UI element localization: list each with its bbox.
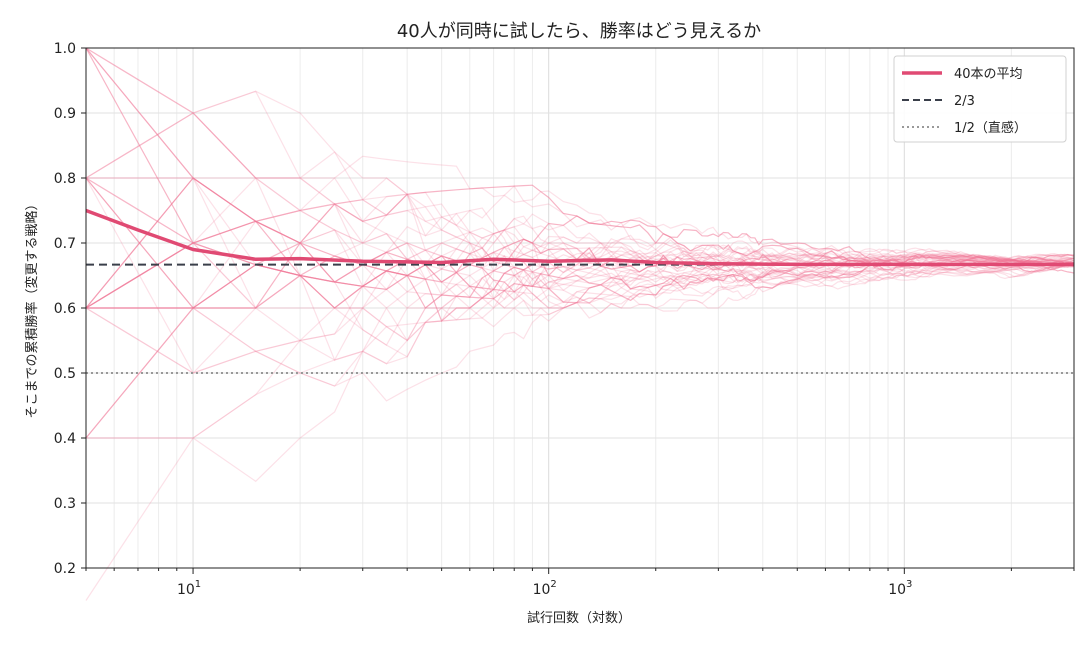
y-tick-label: 0.7 bbox=[54, 236, 76, 252]
axis-ticks: 0.2 0.3 0.4 0.5 0.6 0.7 0.8 0.9 1.0 101 102 103 bbox=[54, 41, 1075, 598]
trial-lines bbox=[85, 47, 1075, 601]
y-axis-label: そこまでの累積勝率（変更する戦略） bbox=[24, 197, 40, 418]
trial-line bbox=[85, 234, 1075, 601]
trial-line bbox=[85, 177, 1075, 317]
y-tick-label: 0.6 bbox=[54, 301, 76, 317]
trial-line bbox=[85, 47, 1075, 342]
trial-line bbox=[85, 47, 1075, 279]
x-tick-label: 102 bbox=[533, 579, 557, 598]
trial-line bbox=[85, 177, 1075, 309]
trial-line bbox=[85, 177, 1075, 297]
trial-line bbox=[86, 177, 1075, 277]
trial-line bbox=[85, 252, 1075, 439]
mean-line bbox=[85, 208, 1074, 267]
trial-line bbox=[85, 193, 1075, 439]
trial-line bbox=[85, 112, 1075, 291]
chart-title: 40人が同時に試したら、勝率はどう見えるか bbox=[397, 21, 761, 42]
mean-line-layer bbox=[85, 208, 1074, 267]
trial-line bbox=[85, 242, 1075, 328]
x-tick-label: 101 bbox=[177, 579, 201, 598]
trial-line bbox=[86, 250, 1075, 483]
trial-line bbox=[85, 249, 1075, 439]
trial-line bbox=[85, 253, 1075, 374]
legend-label-two-thirds: 2/3 bbox=[954, 94, 975, 109]
trial-line bbox=[85, 232, 1075, 309]
x-tick-label: 103 bbox=[888, 579, 912, 598]
legend-label-mean: 40本の平均 bbox=[954, 67, 1023, 82]
trial-line bbox=[85, 177, 1075, 309]
trial-line bbox=[85, 112, 1075, 274]
trial-line bbox=[85, 47, 1075, 268]
trial-line bbox=[85, 177, 1075, 374]
legend: 40本の平均 2/3 1/2（直感） bbox=[893, 55, 1067, 143]
trial-line bbox=[85, 177, 1075, 309]
trial-line bbox=[85, 177, 1074, 293]
trial-line bbox=[85, 47, 1075, 289]
y-tick-label: 1.0 bbox=[54, 41, 76, 57]
trial-line bbox=[85, 264, 1075, 439]
trial-line bbox=[85, 177, 1075, 301]
y-tick-label: 0.3 bbox=[54, 496, 76, 512]
y-tick-label: 0.9 bbox=[54, 106, 76, 122]
trial-line bbox=[86, 177, 1075, 300]
trial-line bbox=[85, 47, 1075, 286]
y-tick-label: 0.4 bbox=[54, 431, 76, 447]
trial-line bbox=[85, 90, 1075, 297]
grid bbox=[85, 47, 1075, 569]
trial-line bbox=[85, 242, 1075, 362]
y-tick-label: 0.5 bbox=[54, 366, 76, 382]
legend-box bbox=[893, 55, 1067, 143]
trial-line bbox=[85, 220, 1075, 309]
y-tick-label: 0.2 bbox=[54, 561, 76, 577]
trial-line bbox=[86, 247, 1075, 402]
trial-line bbox=[85, 47, 1075, 309]
trial-line bbox=[85, 255, 1075, 374]
y-tick-label: 0.8 bbox=[54, 171, 76, 187]
legend-label-half: 1/2（直感） bbox=[954, 120, 1027, 136]
trial-line bbox=[85, 177, 1075, 309]
x-axis-label: 試行回数（対数） bbox=[527, 610, 631, 626]
